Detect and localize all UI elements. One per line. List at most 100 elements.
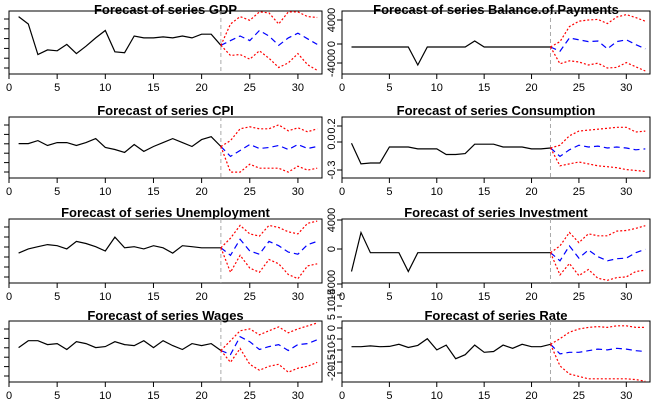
y-tick-label: 0 <box>326 325 338 331</box>
actual-series-line <box>18 136 222 154</box>
upper-interval-line <box>550 13 646 48</box>
forecast-series-line <box>550 37 646 52</box>
panel-title: Forecast of series Unemployment <box>61 205 270 220</box>
x-tick-label: 15 <box>147 186 159 198</box>
x-tick-label: 30 <box>620 291 632 303</box>
panel-8: Forecast of series Rate 0 5 10 15 20 25 30 -20-1… <box>326 289 651 402</box>
y-tick-label: 5 <box>326 314 338 320</box>
upper-interval-line <box>220 220 318 249</box>
x-tick-label: 10 <box>99 186 111 198</box>
y-tick-label: 0.2 <box>326 118 338 133</box>
x-tick-label: 30 <box>292 291 304 303</box>
forecast-series-line <box>550 244 646 262</box>
lower-interval-line <box>549 252 646 281</box>
lower-interval-line <box>220 44 318 71</box>
upper-interval-line <box>220 11 318 46</box>
x-tick-label: 5 <box>54 291 60 303</box>
lower-interval-line <box>220 146 318 173</box>
x-tick-label: 30 <box>292 390 304 402</box>
x-tick-label: 25 <box>244 186 256 198</box>
forecast-series-line <box>220 29 318 47</box>
panel-title: Forecast of series Rate <box>424 308 567 323</box>
x-tick-label: 25 <box>244 82 256 94</box>
actual-series-line <box>350 230 551 273</box>
x-tick-label: 15 <box>478 82 490 94</box>
x-tick-label: 10 <box>431 291 443 303</box>
x-tick-label: 5 <box>386 291 392 303</box>
x-tick-label: 30 <box>292 186 304 198</box>
forecast-series-line <box>220 335 318 356</box>
x-tick-label: 15 <box>147 82 159 94</box>
forecast-series-line <box>220 143 318 158</box>
x-tick-label: 5 <box>54 186 60 198</box>
x-tick-label: 10 <box>431 82 443 94</box>
x-tick-label: 10 <box>431 390 443 402</box>
panel-5: Forecast of series Unemployment 0 5 10 15 20 2… <box>4 205 323 303</box>
x-tick-label: 5 <box>54 390 60 402</box>
y-tick-label: 0 <box>326 41 338 47</box>
x-tick-label: 0 <box>6 291 12 303</box>
x-tick-label: 0 <box>6 390 12 402</box>
x-tick-label: 0 <box>339 390 345 402</box>
x-tick-label: 0 <box>6 82 12 94</box>
y-tick-label: -15 <box>326 354 338 370</box>
y-tick-label: -4000 <box>326 270 338 298</box>
y-tick-label: 0.0 <box>326 134 338 149</box>
x-tick-label: 15 <box>478 291 490 303</box>
actual-series-line <box>351 337 551 360</box>
actual-series-line <box>18 339 222 351</box>
upper-interval-line <box>550 126 646 149</box>
x-tick-label: 30 <box>620 390 632 402</box>
x-tick-label: 5 <box>386 390 392 402</box>
lower-interval-line <box>220 247 318 280</box>
panel-title: Forecast of series Investment <box>404 205 588 220</box>
x-tick-label: 5 <box>54 82 60 94</box>
panel-7: Forecast of series Wages 0 5 10 15 20 25 30 <box>4 308 323 402</box>
forecast-series-line <box>220 238 318 257</box>
x-tick-label: 25 <box>244 390 256 402</box>
lower-interval-line <box>220 347 318 373</box>
x-tick-label: 25 <box>573 390 585 402</box>
plot-frame <box>341 218 651 284</box>
lower-interval-line <box>549 147 646 172</box>
upper-interval-line <box>550 325 646 345</box>
forecast-series-line <box>550 144 646 158</box>
y-tick-label: 10 <box>326 300 338 312</box>
x-tick-label: 25 <box>573 291 585 303</box>
lower-interval-line <box>549 46 646 72</box>
plot-frame <box>8 218 323 284</box>
y-tick-label: -20 <box>326 365 338 381</box>
lower-interval-line <box>549 344 646 382</box>
x-tick-label: 30 <box>292 82 304 94</box>
x-tick-label: 20 <box>195 186 207 198</box>
x-tick-label: 5 <box>386 82 392 94</box>
upper-interval-line <box>220 124 318 148</box>
x-tick-label: 0 <box>339 186 345 198</box>
x-tick-label: 25 <box>573 82 585 94</box>
y-tick-label: -4000 <box>326 49 338 77</box>
x-tick-label: 30 <box>620 186 632 198</box>
y-tick-label: -5 <box>326 334 338 344</box>
y-tick-label: 4000 <box>326 8 338 32</box>
panel-3: Forecast of series CPI 0 5 10 15 20 25 30 <box>4 103 323 198</box>
panel-4: Forecast of series Consumption 0 5 10 15 20 25… <box>326 103 651 198</box>
x-tick-label: 10 <box>431 186 443 198</box>
actual-series-line <box>18 16 222 56</box>
x-tick-label: 5 <box>386 186 392 198</box>
x-tick-label: 15 <box>147 390 159 402</box>
x-tick-label: 10 <box>99 291 111 303</box>
x-tick-label: 30 <box>620 82 632 94</box>
plot-frame <box>8 10 323 75</box>
x-tick-label: 0 <box>339 82 345 94</box>
x-tick-label: 20 <box>195 390 207 402</box>
x-tick-label: 20 <box>525 291 537 303</box>
plot-frame <box>8 116 323 179</box>
panel-2: Forecast of series Balance.of.Payments 0 5… <box>326 2 651 94</box>
panel-title: Forecast of series GDP <box>94 2 237 17</box>
upper-interval-line <box>550 225 646 254</box>
panel-1: Forecast of series GDP 0 5 10 15 20 25 30 <box>4 2 323 94</box>
x-tick-label: 20 <box>525 186 537 198</box>
actual-series-line <box>351 40 551 67</box>
x-tick-label: 0 <box>339 291 345 303</box>
